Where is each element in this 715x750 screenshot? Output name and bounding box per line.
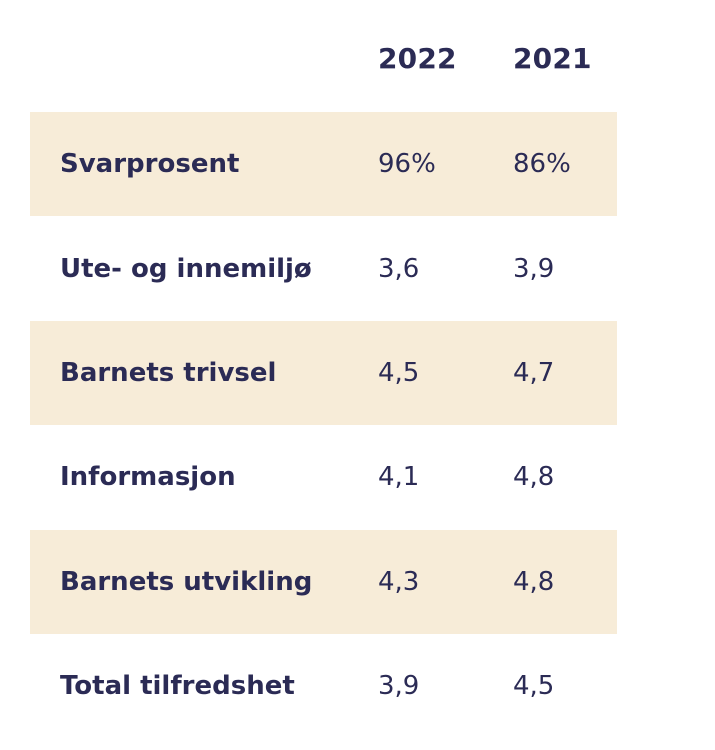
row-label: Barnets trivsel — [60, 357, 277, 388]
table-row: Ute- og innemiljø 3,6 3,9 — [30, 216, 617, 320]
row-value-2021: 86% — [513, 149, 571, 180]
row-label: Barnets utvikling — [60, 566, 313, 597]
row-value-2022: 96% — [378, 149, 436, 180]
results-table: Svarprosent 96% 86% Ute- og innemiljø 3,… — [30, 112, 617, 738]
table-row: Barnets utvikling 4,3 4,8 — [30, 529, 617, 634]
row-value-2022: 3,9 — [378, 671, 420, 702]
row-value-2021: 4,8 — [513, 462, 555, 493]
table-row: Barnets trivsel 4,5 4,7 — [30, 320, 617, 426]
row-label: Svarprosent — [60, 149, 240, 180]
row-label: Ute- og innemiljø — [60, 253, 312, 284]
row-label: Informasjon — [60, 462, 236, 493]
column-header-2022: 2022 — [378, 42, 457, 75]
row-value-2021: 3,9 — [513, 253, 555, 284]
row-value-2022: 4,3 — [378, 566, 420, 597]
table-row: Svarprosent 96% 86% — [30, 112, 617, 217]
table-header: 2022 2021 — [0, 0, 715, 112]
row-value-2021: 4,5 — [513, 671, 555, 702]
row-value-2021: 4,8 — [513, 566, 555, 597]
table-row: Informasjon 4,1 4,8 — [30, 425, 617, 529]
row-value-2021: 4,7 — [513, 357, 555, 388]
table-row: Total tilfredshet 3,9 4,5 — [30, 634, 617, 738]
row-value-2022: 4,1 — [378, 462, 420, 493]
row-label: Total tilfredshet — [60, 671, 295, 702]
column-header-2021: 2021 — [513, 42, 592, 75]
row-value-2022: 4,5 — [378, 357, 420, 388]
row-value-2022: 3,6 — [378, 253, 420, 284]
